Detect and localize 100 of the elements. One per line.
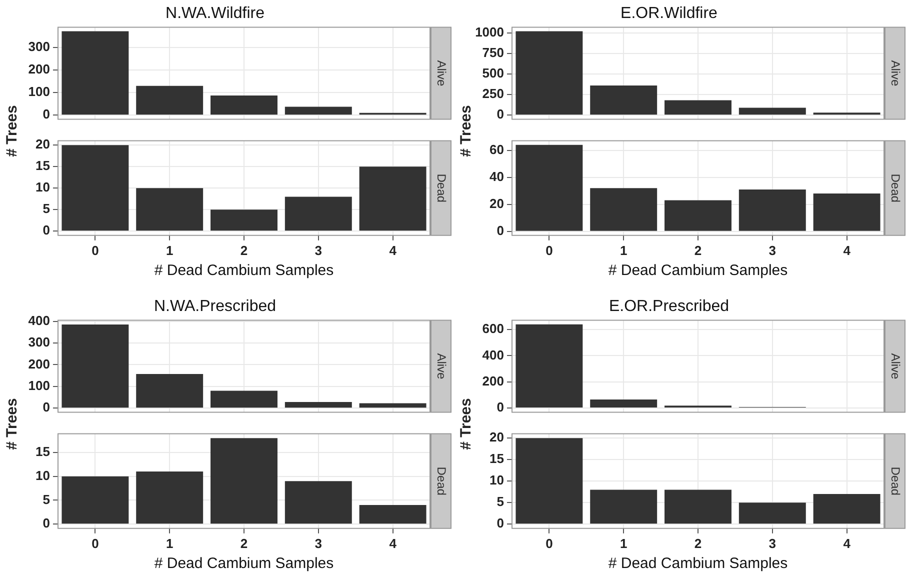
chart-title: E.OR.Prescribed xyxy=(608,298,730,316)
bar xyxy=(62,324,129,408)
y2-axis-title: Dead xyxy=(888,174,903,202)
bar xyxy=(590,400,658,408)
x-tick-label: 2 xyxy=(694,242,702,258)
y2-axis-title: Alive xyxy=(434,60,449,87)
bar xyxy=(136,86,204,115)
x-tick-label: 4 xyxy=(843,536,852,551)
chart-title: N.WA.Prescribed xyxy=(154,298,276,316)
y-tick-label: 15 xyxy=(36,444,50,460)
x-tick-label: 0 xyxy=(546,242,553,258)
x-tick-label: 1 xyxy=(166,242,174,258)
y-tick-label: 1000 xyxy=(475,24,504,40)
y2-axis-title: Alive xyxy=(434,353,449,380)
x-tick-label: 0 xyxy=(92,536,99,551)
x-tick-label: 4 xyxy=(843,242,852,258)
y-tick-label: 100 xyxy=(28,378,50,393)
bar xyxy=(210,210,278,231)
bar xyxy=(284,402,352,408)
y-tick-label: 5 xyxy=(42,201,50,216)
y-tick-label: 0 xyxy=(496,106,504,122)
x-axis-title: # Dead Cambium Samples xyxy=(608,262,788,280)
y-tick-label: 60 xyxy=(490,142,504,157)
chart-title: N.WA.Wildfire xyxy=(166,5,265,22)
bar xyxy=(590,86,658,115)
x-tick-label: 0 xyxy=(546,536,553,551)
y-tick-label: 0 xyxy=(496,400,504,415)
bar xyxy=(210,438,278,524)
y-tick-label: 15 xyxy=(490,451,504,466)
y-tick-label: 300 xyxy=(28,334,50,350)
bar xyxy=(664,200,732,231)
bar xyxy=(516,31,583,115)
y-tick-label: 100 xyxy=(28,84,50,100)
x-tick-label: 2 xyxy=(694,536,702,551)
bar xyxy=(284,106,352,115)
x-axis-title: # Dead Cambium Samples xyxy=(154,555,334,572)
x-tick-label: 0 xyxy=(92,242,99,258)
bar xyxy=(738,502,806,524)
bar xyxy=(664,100,732,115)
x-tick-label: 1 xyxy=(620,536,628,551)
bar xyxy=(136,374,204,408)
y-tick-label: 600 xyxy=(482,321,504,336)
y-axis-title: # Trees xyxy=(4,398,20,450)
bar xyxy=(136,472,204,524)
y-tick-label: 20 xyxy=(490,196,504,211)
y-tick-label: 500 xyxy=(482,66,504,81)
x-axis-title: # Dead Cambium Samples xyxy=(608,555,788,572)
chart-title: E.OR.Wildfire xyxy=(620,5,718,22)
bar xyxy=(590,490,658,524)
bar xyxy=(62,31,129,115)
y-tick-label: 0 xyxy=(42,516,50,531)
y-tick-label: 400 xyxy=(28,312,50,328)
y2-axis-title: Dead xyxy=(434,174,449,202)
bar xyxy=(359,504,426,524)
y-tick-label: 200 xyxy=(482,373,504,388)
bar xyxy=(62,476,129,524)
x-tick-label: 3 xyxy=(768,536,776,551)
y-tick-label: 0 xyxy=(496,516,504,531)
y-tick-label: 200 xyxy=(28,62,50,77)
y-tick-label: 750 xyxy=(482,45,504,60)
bar xyxy=(136,188,204,231)
y-tick-label: 200 xyxy=(28,356,50,372)
y-tick-label: 0 xyxy=(42,400,50,415)
y-axis-title: # Trees xyxy=(458,105,474,158)
y-tick-label: 10 xyxy=(36,180,50,195)
y-tick-label: 15 xyxy=(36,158,50,174)
x-tick-label: 3 xyxy=(314,242,322,258)
y-tick-label: 40 xyxy=(490,168,504,184)
y-tick-label: 20 xyxy=(490,430,504,445)
y-tick-label: 10 xyxy=(36,468,50,483)
y-tick-label: 0 xyxy=(42,222,50,238)
bar xyxy=(284,196,352,231)
x-tick-label: 1 xyxy=(166,536,174,551)
bar xyxy=(516,324,583,408)
y-tick-label: 400 xyxy=(482,347,504,362)
y2-axis-title: Alive xyxy=(888,60,903,87)
y2-axis-title: Dead xyxy=(434,466,449,496)
x-tick-label: 2 xyxy=(240,536,248,551)
y-tick-label: 20 xyxy=(36,136,50,152)
x-tick-label: 2 xyxy=(240,242,248,258)
x-tick-label: 4 xyxy=(389,242,398,258)
y-tick-label: 300 xyxy=(28,39,50,54)
y2-axis-title: Alive xyxy=(888,353,903,380)
x-tick-label: 3 xyxy=(314,536,322,551)
x-tick-label: 1 xyxy=(620,242,628,258)
y-tick-label: 250 xyxy=(482,86,504,102)
bar xyxy=(516,144,583,231)
bar xyxy=(359,403,426,408)
bar xyxy=(738,189,806,231)
y-axis-title: # Trees xyxy=(458,398,474,450)
y2-axis-title: Dead xyxy=(888,466,903,496)
bar xyxy=(359,166,426,231)
bar xyxy=(813,494,880,524)
bar xyxy=(813,194,880,231)
bar xyxy=(210,390,278,408)
bar xyxy=(516,438,583,524)
y-tick-label: 0 xyxy=(496,222,504,238)
y-tick-label: 5 xyxy=(42,492,50,507)
bar xyxy=(590,188,658,231)
y-tick-label: 5 xyxy=(496,494,504,510)
